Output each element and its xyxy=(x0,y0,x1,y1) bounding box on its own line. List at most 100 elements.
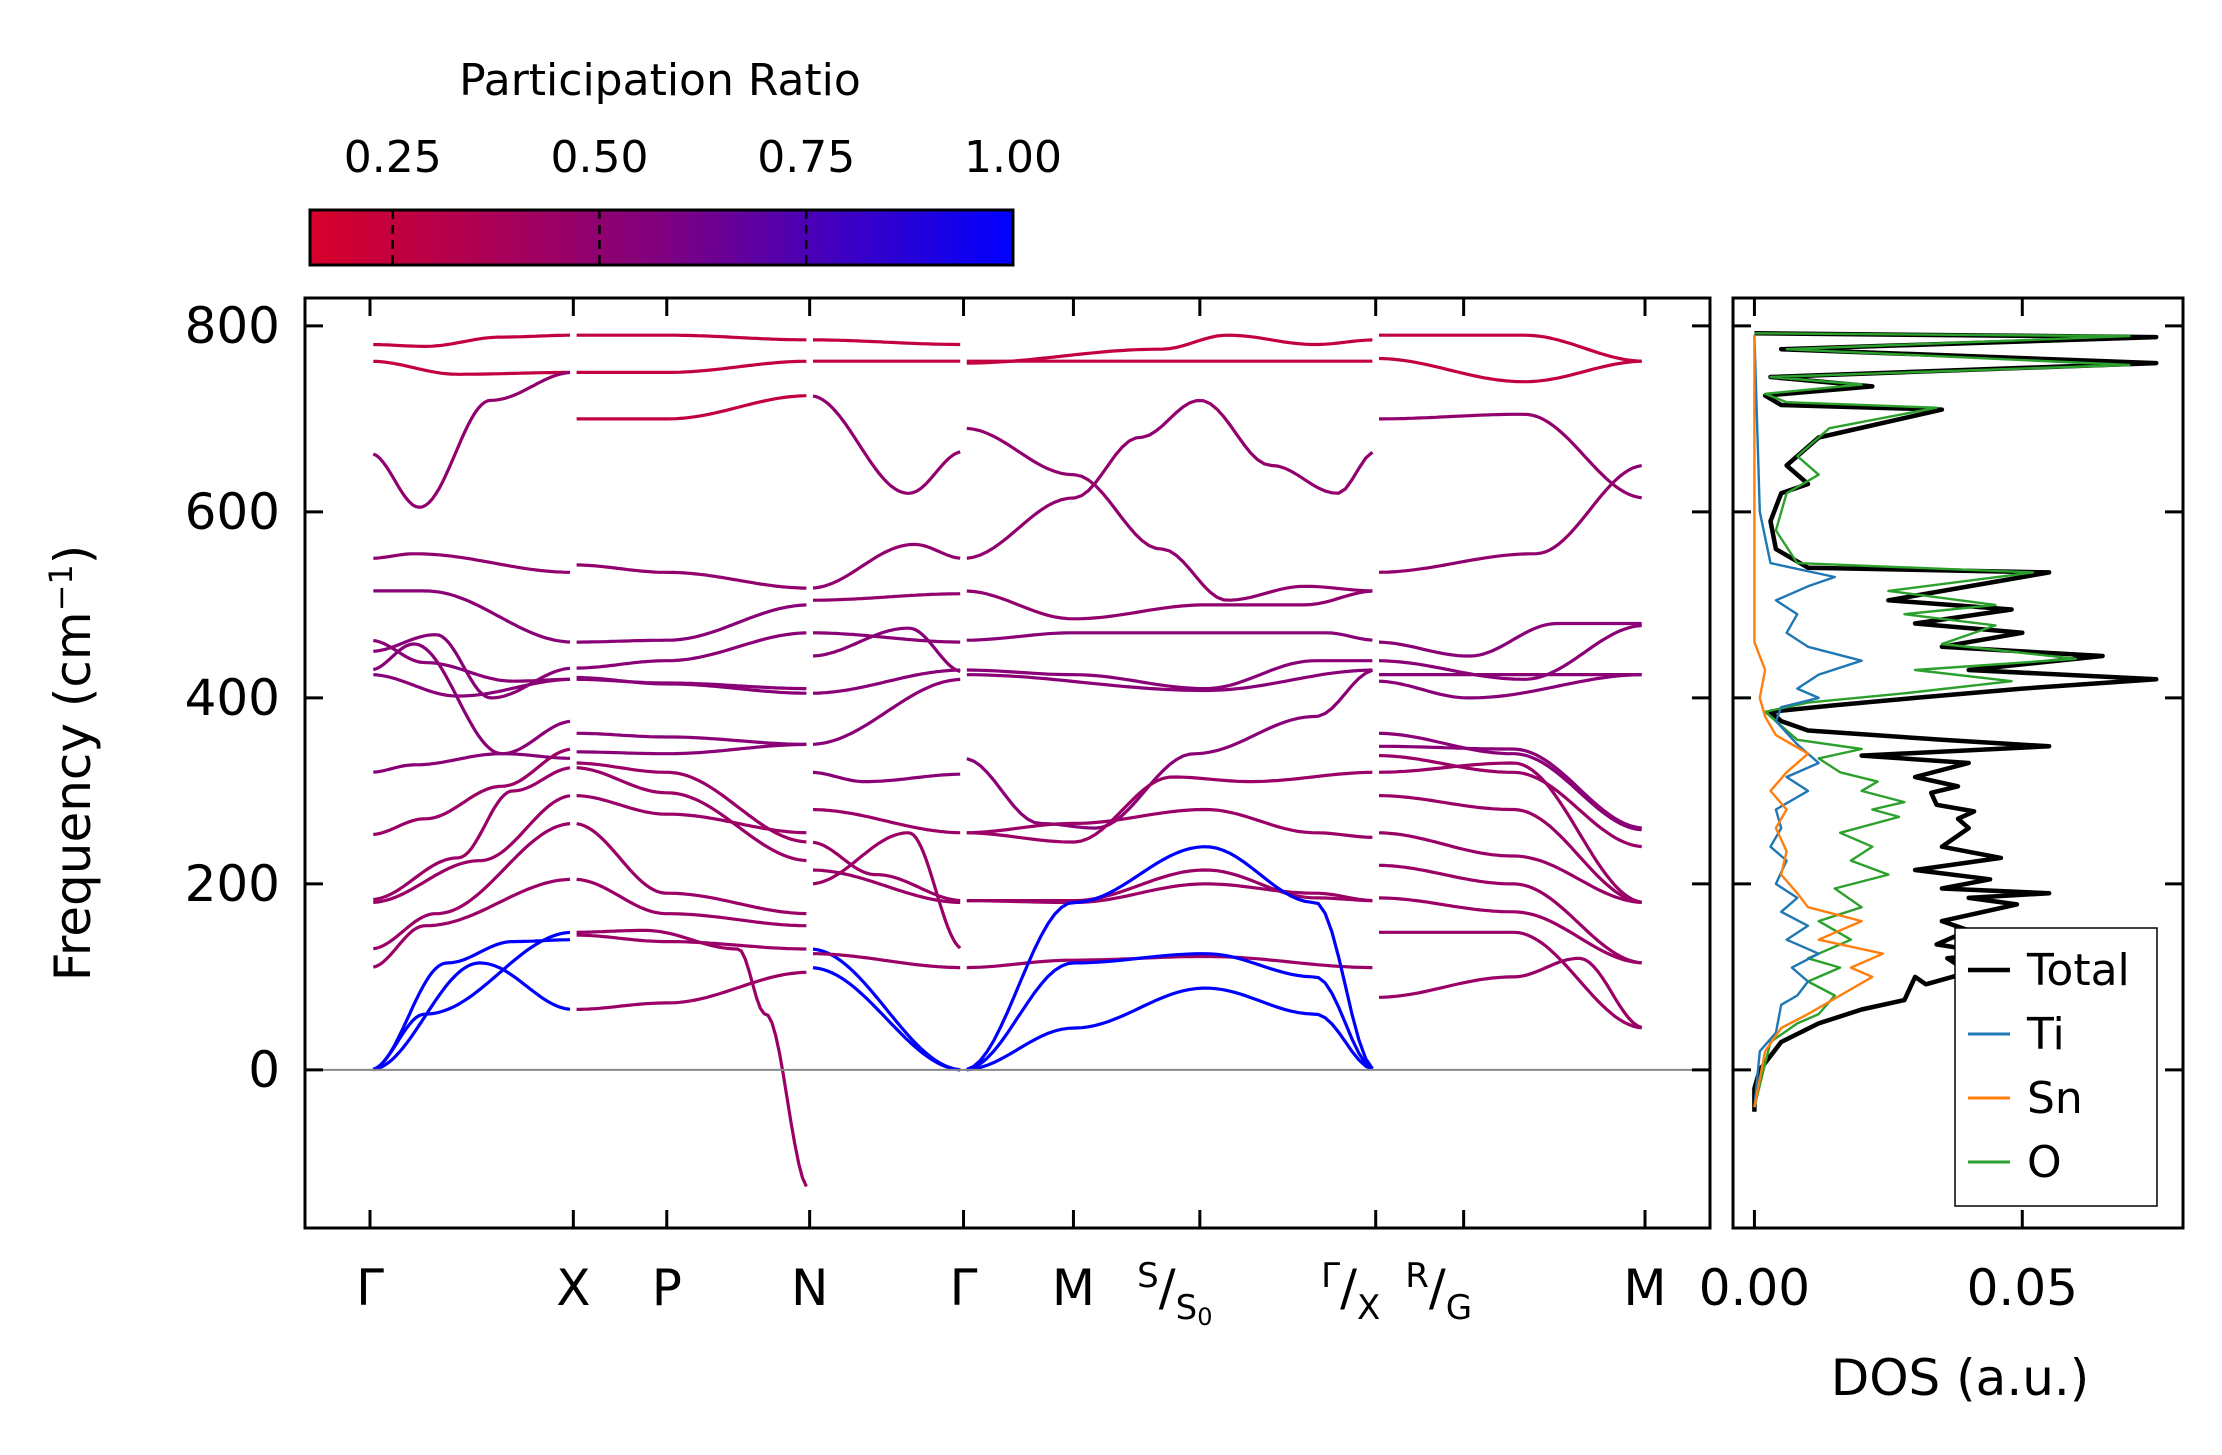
band-line xyxy=(966,333,1373,365)
band-line xyxy=(373,673,571,698)
kpoint-labels: Γ X P N Γ M S/S0 Γ/X R/G M xyxy=(356,1256,1667,1331)
y-tick-label: 200 xyxy=(185,855,280,913)
band-line xyxy=(966,807,1373,839)
legend-label-ti: Ti xyxy=(2026,1009,2065,1060)
band-line xyxy=(966,426,1373,602)
band-line xyxy=(812,677,961,746)
kpoint-label: Γ/X xyxy=(1321,1256,1380,1328)
band-line xyxy=(372,370,571,509)
colorbar-title: Participation Ratio xyxy=(459,55,861,106)
band-line xyxy=(372,938,571,1071)
band-line xyxy=(812,868,961,905)
colorbar: Participation Ratio 0.25 0.50 0.75 1.00 xyxy=(308,55,1062,267)
kpoint-label: M xyxy=(1052,1259,1095,1317)
band-line xyxy=(812,542,961,590)
dos-plot-frame xyxy=(1731,296,2185,1230)
y-axis-label: Frequency (cm−1) xyxy=(42,545,102,982)
band-line xyxy=(1378,863,1642,965)
band-lines xyxy=(372,333,1643,1188)
band-line xyxy=(812,394,961,495)
band-line xyxy=(576,394,807,421)
band-line xyxy=(1378,673,1642,700)
band-structure-panel: 0 200 400 600 800 Frequency (cm−1) Γ X P N Γ M S/S… xyxy=(42,296,1712,1331)
band-line xyxy=(966,845,1374,1071)
colorbar-tick-label: 0.25 xyxy=(344,132,442,183)
kpoint-label: P xyxy=(652,1259,682,1317)
band-line xyxy=(1378,623,1642,681)
band-line xyxy=(373,794,571,904)
band-line xyxy=(812,966,961,1072)
band-line xyxy=(576,563,807,590)
band-line xyxy=(372,877,571,969)
dos-x-tick-label: 0.05 xyxy=(1967,1259,2078,1317)
dos-line-ti xyxy=(1753,335,1863,1108)
band-line xyxy=(576,359,807,374)
band-line xyxy=(1378,831,1642,904)
band-line xyxy=(966,954,1373,970)
band-line xyxy=(372,961,571,1072)
dos-x-axis-label: DOS (a.u.) xyxy=(1831,1349,2090,1407)
band-line xyxy=(373,719,571,774)
colorbar-ticks: 0.25 0.50 0.75 1.00 xyxy=(344,132,1062,265)
band-line xyxy=(373,747,571,837)
band-line xyxy=(576,970,807,1011)
band-line xyxy=(966,589,1373,621)
y-axis-label-main: Frequency (cm xyxy=(44,611,102,981)
y-tick-label: 600 xyxy=(185,483,280,541)
y-tick-label: 800 xyxy=(185,297,280,355)
band-line xyxy=(966,770,1373,844)
kpoint-label: X xyxy=(556,1259,590,1317)
band-line xyxy=(576,794,807,835)
y-axis-label-sup: −1 xyxy=(42,564,80,611)
band-line xyxy=(576,766,807,863)
band-line xyxy=(576,742,807,756)
legend-label-o: O xyxy=(2027,1137,2062,1188)
kpoint-label: S/S0 xyxy=(1137,1256,1212,1331)
band-line xyxy=(966,668,1373,693)
dos-axis-ticks: 0.00 0.05 xyxy=(1699,298,2183,1317)
band-line xyxy=(966,668,1374,830)
kpoint-label: Γ xyxy=(950,1259,978,1317)
band-line xyxy=(1378,896,1642,965)
dos-legend: Total Ti Sn O xyxy=(1954,927,2158,1207)
kpoint-label: M xyxy=(1623,1259,1666,1317)
band-line xyxy=(1378,621,1642,658)
band-line xyxy=(1379,333,1642,363)
band-line xyxy=(1379,744,1642,830)
band-line xyxy=(1378,794,1642,904)
y-axis-label-close: ) xyxy=(44,545,102,565)
band-line xyxy=(1378,956,1643,1030)
svg-text:Frequency (cm−1): Frequency (cm−1) xyxy=(42,545,102,982)
band-line xyxy=(812,626,961,674)
legend-frame xyxy=(1954,927,2158,1207)
band-line xyxy=(373,633,571,700)
kpoint-label: R/G xyxy=(1405,1256,1472,1328)
band-line xyxy=(966,882,1373,905)
dos-x-tick-label: 0.00 xyxy=(1699,1259,1810,1317)
band-line xyxy=(576,933,807,951)
band-line xyxy=(813,952,961,970)
band-line xyxy=(966,398,1374,560)
band-line xyxy=(966,952,1374,1072)
band-line xyxy=(372,930,571,1071)
band-line xyxy=(372,822,571,951)
band-line xyxy=(812,831,962,950)
band-line xyxy=(1379,930,1642,1030)
dos-line-sn xyxy=(1753,335,1885,1108)
band-line xyxy=(812,770,961,784)
band-line xyxy=(576,603,807,644)
colorbar-tick-label: 0.50 xyxy=(550,132,648,183)
band-line xyxy=(813,668,961,695)
y-tick-label: 400 xyxy=(185,669,280,727)
band-line xyxy=(373,359,570,376)
kpoint-label: N xyxy=(791,1259,828,1317)
band-line xyxy=(966,986,1374,1072)
colorbar-tick-label: 1.00 xyxy=(964,132,1062,183)
band-line xyxy=(1378,754,1642,849)
colorbar-gradient xyxy=(308,208,1015,267)
band-line xyxy=(576,731,807,746)
band-line xyxy=(576,822,807,916)
y-tick-label: 0 xyxy=(248,1041,280,1099)
band-line xyxy=(373,589,571,644)
